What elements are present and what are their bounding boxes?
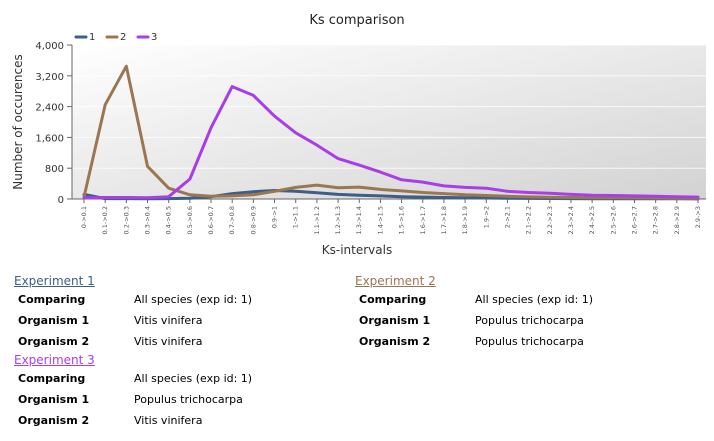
x-tick-label: 2.8->2.9 — [673, 206, 681, 234]
x-tick-label: 2.1->2.2 — [525, 206, 533, 234]
exp3-organism1-row: Organism 1 Populus trichocarpa — [14, 393, 344, 414]
legend-item-1[interactable]: 1 — [74, 32, 95, 43]
series-lines — [82, 64, 700, 201]
exp1-organism1-label: Organism 1 — [18, 314, 90, 327]
y-tick-label: 1,600 — [35, 133, 64, 144]
exp3-comparing-row: Comparing All species (exp id: 1) — [14, 372, 344, 393]
y-axis-label: Number of occurences — [11, 54, 25, 189]
exp2-organism1-value: Populus trichocarpa — [475, 314, 584, 327]
y-tick-label: 800 — [45, 164, 64, 175]
x-tick-label: 1.4->1.5 — [376, 206, 384, 234]
x-tick-label: 0.7->0.8 — [228, 206, 236, 234]
exp1-organism1-value: Vitis vinifera — [134, 314, 203, 327]
x-tick-label: 0.4->0.5 — [165, 206, 173, 234]
x-tick-label: 0->0.1 — [80, 206, 88, 228]
exp3-organism1-label: Organism 1 — [18, 393, 90, 406]
x-tick-label: 1.3->1.4 — [355, 206, 363, 234]
experiment-3-link[interactable]: Experiment 3 — [14, 353, 95, 367]
exp3-organism2-value: Vitis vinifera — [134, 414, 203, 427]
x-tick-label: 2.2->2.3 — [546, 206, 554, 234]
x-tick-label: 2.7->2.8 — [652, 206, 660, 234]
legend-item-3[interactable]: 3 — [136, 32, 157, 43]
legend-label: 2 — [120, 32, 126, 43]
exp2-comparing-value: All species (exp id: 1) — [475, 293, 594, 306]
y-tick-label: 3,200 — [35, 72, 64, 83]
exp3-organism1-value: Populus trichocarpa — [134, 393, 243, 406]
exp3-organism2-label: Organism 2 — [18, 414, 90, 427]
exp2-organism1-label: Organism 1 — [359, 314, 431, 327]
exp2-organism1-row: Organism 1 Populus trichocarpa — [355, 314, 705, 335]
exp3-comparing-value: All species (exp id: 1) — [134, 372, 253, 385]
y-tick-label: 0 — [58, 195, 64, 206]
x-tick-label: 1.5->1.6 — [398, 206, 406, 234]
exp1-organism2-label: Organism 2 — [18, 335, 90, 348]
x-tick-label: 0.2->0.3 — [122, 206, 130, 234]
x-tick-label: 0.9->1 — [271, 206, 279, 228]
exp2-comparing-row: Comparing All species (exp id: 1) — [355, 293, 705, 314]
exp1-comparing-row: Comparing All species (exp id: 1) — [14, 293, 344, 314]
x-tick-label: 1.8->1.9 — [461, 206, 469, 234]
legend[interactable]: 1 2 3 — [74, 32, 157, 43]
x-tick-label: 1.2->1.3 — [334, 206, 342, 234]
x-tick-label: 0.3->0.4 — [144, 206, 152, 234]
exp3-comparing-label: Comparing — [18, 372, 86, 385]
x-tick-label: 0.1->0.2 — [101, 206, 109, 234]
x-tick-label: 2.5->2.6 — [609, 206, 617, 234]
exp3-organism2-row: Organism 2 Vitis vinifera — [14, 414, 344, 435]
exp2-organism2-row: Organism 2 Populus trichocarpa — [355, 335, 705, 356]
legend-label: 1 — [89, 32, 95, 43]
exp1-comparing-value: All species (exp id: 1) — [134, 293, 253, 306]
experiment-1-panel: Experiment 1 Comparing All species (exp … — [14, 274, 344, 356]
x-tick-label: 1.1->1.2 — [313, 206, 321, 234]
x-tick-label: 1->1.1 — [292, 206, 300, 228]
legend-item-2[interactable]: 2 — [105, 32, 126, 43]
exp2-organism2-value: Populus trichocarpa — [475, 335, 584, 348]
exp2-comparing-label: Comparing — [359, 293, 427, 306]
exp1-organism1-row: Organism 1 Vitis vinifera — [14, 314, 344, 335]
experiment-1-link[interactable]: Experiment 1 — [14, 274, 95, 288]
experiment-2-panel: Experiment 2 Comparing All species (exp … — [355, 274, 705, 356]
experiment-3-panel: Experiment 3 Comparing All species (exp … — [14, 353, 344, 435]
chart-title: Ks comparison — [309, 13, 404, 28]
exp1-comparing-label: Comparing — [18, 293, 86, 306]
y-tick-label: 2,400 — [35, 103, 64, 114]
plot-area — [72, 45, 706, 199]
x-tick-label: 1.6->1.7 — [419, 206, 427, 234]
experiment-2-link[interactable]: Experiment 2 — [355, 274, 436, 288]
x-tick-label: 2.3->2.4 — [567, 206, 575, 234]
exp1-organism2-value: Vitis vinifera — [134, 335, 203, 348]
legend-label: 3 — [151, 32, 157, 43]
exp2-organism2-label: Organism 2 — [359, 335, 431, 348]
x-tick-label: 1.7->1.8 — [440, 206, 448, 234]
x-tick-label: 2.9->3 — [694, 206, 702, 228]
x-tick-label: 0.6->0.7 — [207, 206, 215, 234]
x-tick-label: 1.9->2 — [482, 206, 490, 228]
grid-lines — [72, 44, 706, 169]
series-line-3 — [82, 85, 700, 200]
x-tick-label: 0.8->0.9 — [249, 206, 257, 234]
ks-comparison-chart: Ks comparison 0 800 1,600 2,400 3,200 4,000 0… — [11, 13, 706, 257]
x-tick-label: 2->2.1 — [503, 206, 511, 228]
x-axis: 0->0.1 0.1->0.2 0.2->0.3 0.3->0.4 0.4->0.5 0.… — [80, 199, 702, 234]
x-axis-label: Ks-intervals — [322, 243, 392, 257]
series-line-2 — [82, 64, 700, 200]
exp1-organism2-row: Organism 2 Vitis vinifera — [14, 335, 344, 356]
x-tick-label: 0.5->0.6 — [186, 206, 194, 234]
y-tick-label: 4,000 — [35, 41, 64, 52]
x-tick-label: 2.4->2.5 — [588, 206, 596, 234]
x-tick-label: 2.6->2.7 — [630, 206, 638, 234]
